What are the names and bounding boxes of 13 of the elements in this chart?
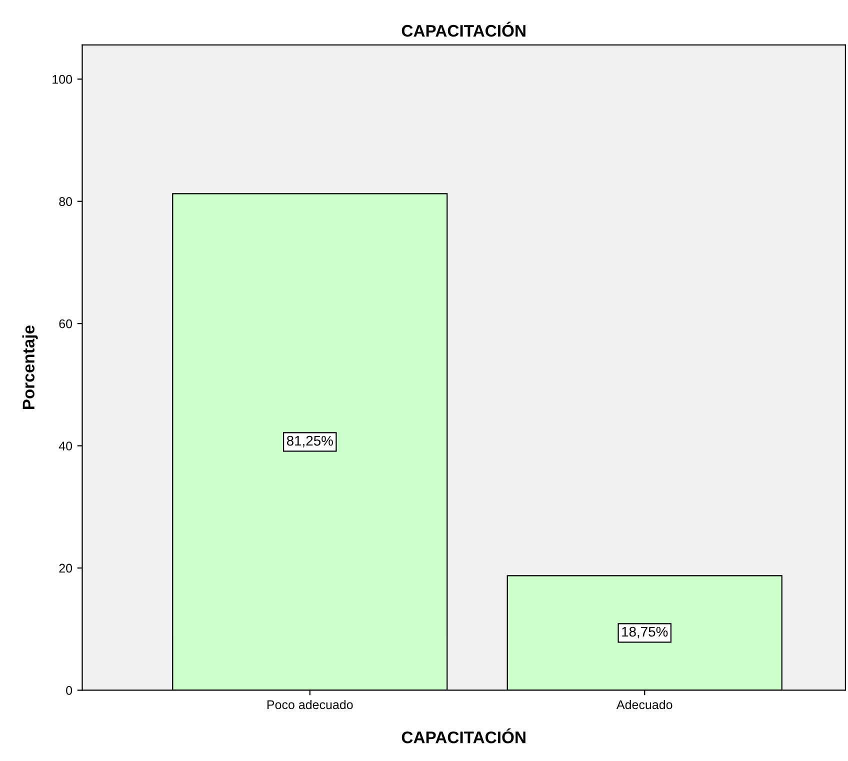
x-axis-title: CAPACITACIÓN	[402, 728, 526, 744]
x-tick-label: Poco adecuado	[267, 700, 353, 710]
y-tick-label: 80	[59, 197, 72, 206]
data-label: 81,25%	[286, 436, 333, 448]
y-tick-label: 0	[66, 686, 72, 695]
data-label: 18,75%	[622, 626, 668, 638]
y-tick-label: 100	[52, 74, 72, 84]
y-tick-label: 60	[59, 319, 72, 328]
x-tick-label: Adecuado	[616, 700, 672, 710]
chart-title: CAPACITACIÓN	[402, 22, 526, 37]
y-tick-label: 20	[59, 564, 72, 573]
y-axis-title: Porcentaje	[22, 326, 38, 410]
y-tick-label: 40	[58, 442, 72, 450]
